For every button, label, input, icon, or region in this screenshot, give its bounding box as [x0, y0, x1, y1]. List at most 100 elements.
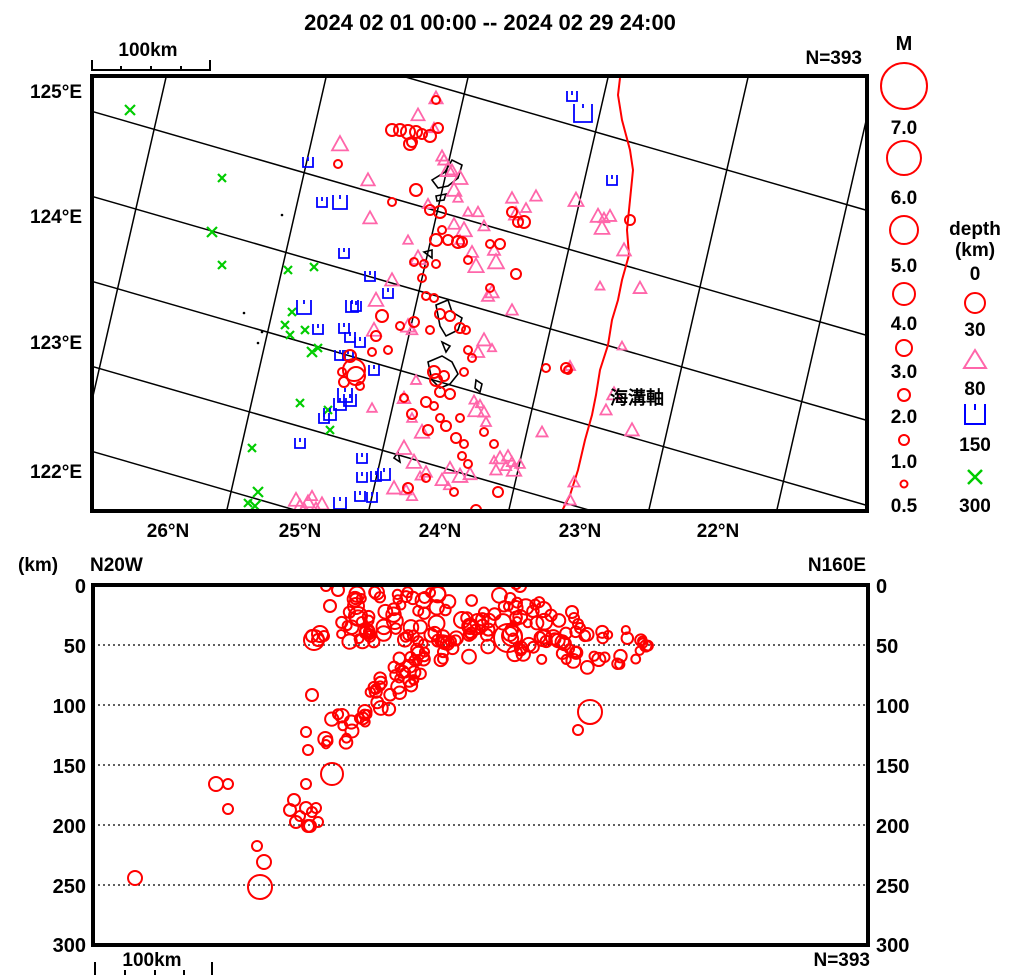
shallow-event: [422, 424, 434, 436]
hypocenter: [588, 650, 600, 662]
islet: [260, 330, 264, 334]
mag-7-symbol: [880, 62, 928, 110]
shallow-event: [457, 451, 467, 461]
hypocenter: [510, 585, 522, 590]
shallow-event: [451, 235, 465, 249]
mag-3-symbol: [895, 339, 913, 357]
very-deep-event: [287, 307, 297, 317]
hypocenter: [320, 762, 344, 786]
hypocenter: [536, 628, 553, 645]
shallow-event: [541, 363, 551, 373]
hypocenter: [416, 652, 431, 667]
shallow-event: [485, 283, 495, 293]
shallow-event: [429, 293, 439, 303]
parallel-line: [92, 450, 301, 511]
meridian-line: [367, 76, 470, 511]
depth-title: depth: [949, 219, 1001, 240]
shallow-event: [393, 123, 407, 137]
hypocenter: [381, 701, 397, 717]
hypocenter: [544, 608, 558, 623]
lat-label-25: 25°N: [279, 521, 321, 542]
hypocenter: [599, 651, 611, 663]
shallow-event: [435, 413, 445, 423]
hypocenter: [461, 648, 477, 665]
hypocenter: [375, 618, 393, 636]
shallow-event: [406, 408, 418, 420]
shallow-event: [444, 388, 456, 400]
intermediate-event: [594, 279, 606, 291]
hypocenter: [412, 619, 428, 635]
very-deep-event: [313, 343, 323, 353]
intermediate-event: [299, 493, 317, 509]
shallow-event: [467, 353, 477, 363]
intermediate-event: [359, 171, 377, 187]
islet: [256, 341, 260, 345]
shallow-event: [429, 401, 439, 411]
very-deep-event: [252, 486, 264, 498]
intermediate-event: [616, 339, 628, 351]
shallow-event: [479, 427, 489, 437]
hypocenter: [324, 711, 340, 727]
hypocenter: [395, 599, 407, 611]
hypocenter: [287, 793, 301, 807]
mag-label-5: 5.0: [891, 256, 917, 277]
intermediate-event: [471, 204, 485, 218]
shallow-event: [463, 459, 473, 469]
hypocenter: [402, 674, 416, 688]
very-deep-event: [217, 260, 227, 270]
intermediate-event: [534, 424, 550, 438]
epicenter-map: 海溝軸: [90, 74, 869, 513]
intermediate-event: [444, 162, 460, 176]
hypocenter: [336, 628, 347, 640]
shallow-event: [338, 376, 350, 388]
intermediate-event: [287, 490, 305, 507]
hypocenter: [565, 605, 579, 619]
deep-event: [366, 492, 378, 503]
hypocenter: [439, 603, 452, 617]
parallel-line: [92, 365, 595, 511]
section-scale-label: 100km: [122, 950, 181, 971]
shallow-event: [459, 367, 469, 377]
mag-label-4: 4.0: [891, 314, 917, 335]
shallow-event: [408, 316, 420, 328]
hypocenter: [464, 626, 478, 641]
hypocenter: [300, 726, 312, 738]
intermediate-event: [505, 460, 523, 477]
shallow-event: [419, 259, 429, 269]
depth-tick-right-50: 50: [876, 636, 898, 658]
intermediate-event: [442, 459, 458, 474]
deep-event: [370, 471, 382, 482]
shallow-event: [429, 233, 443, 247]
mag-4-symbol: [892, 282, 916, 306]
hypocenter: [320, 738, 332, 750]
hypocenter: [418, 590, 432, 604]
intermediate-event: [405, 322, 419, 336]
shallow-event: [489, 439, 499, 449]
hypocenter: [406, 629, 420, 643]
intermediate-event: [486, 252, 506, 270]
depth-30-80-symbol: [962, 348, 988, 369]
very-deep-event: [217, 173, 227, 183]
very-deep-event: [325, 425, 335, 435]
hypocenter: [620, 631, 635, 646]
shallow-event: [450, 432, 462, 444]
deep-event: [343, 394, 357, 407]
island-outline: [422, 248, 433, 260]
hypocenter: [642, 639, 654, 652]
intermediate-event: [486, 342, 498, 353]
lat-label-23: 23°N: [559, 521, 601, 542]
island-outline: [440, 340, 452, 354]
hypocenter: [399, 631, 412, 643]
intermediate-event: [513, 457, 527, 469]
intermediate-event: [462, 465, 478, 481]
shallow-event: [425, 325, 435, 335]
shallow-event: [367, 347, 377, 357]
deep-event: [318, 413, 330, 424]
hypocenter: [475, 612, 490, 627]
intermediate-event: [365, 401, 379, 413]
depth-tick-150: 150: [53, 756, 86, 778]
hypocenter: [368, 684, 383, 699]
section-left-direction: N20W: [90, 555, 143, 576]
shallow-event: [506, 206, 518, 218]
